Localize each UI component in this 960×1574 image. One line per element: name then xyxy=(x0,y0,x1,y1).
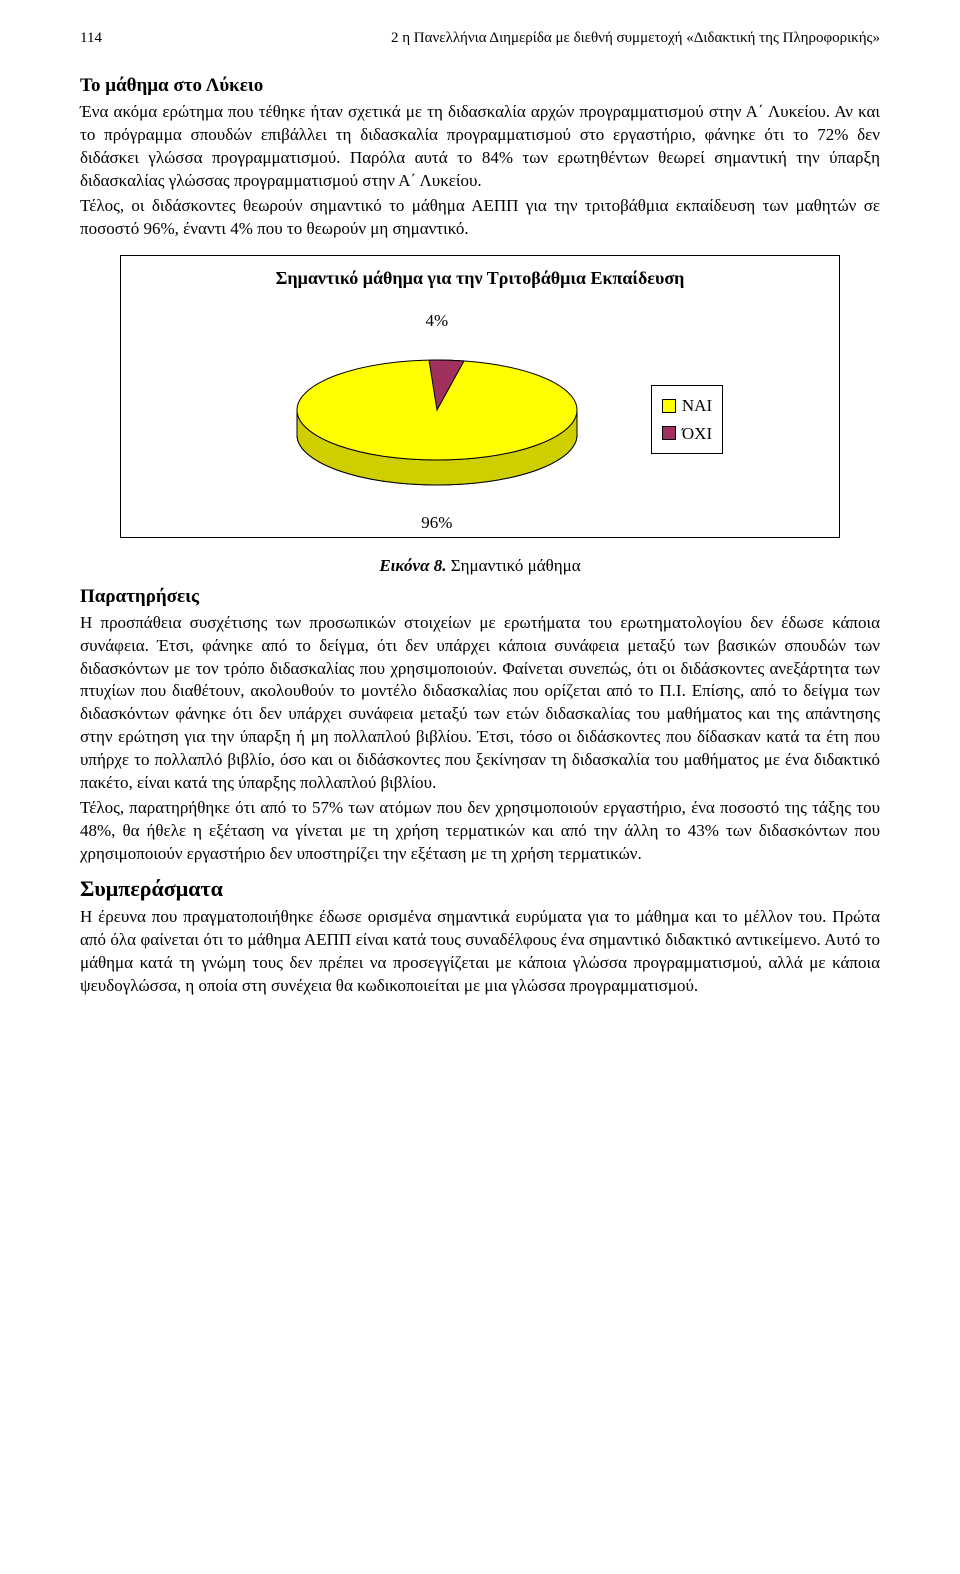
pie-label-top: 4% xyxy=(426,311,449,331)
chart-title: Σημαντικό μάθημα για την Τριτοβάθμια Εκπ… xyxy=(137,268,823,289)
legend-item-no: ΌΧΙ xyxy=(662,420,712,447)
figure-caption-prefix: Εικόνα 8. xyxy=(379,556,446,575)
body-paragraph: Τέλος, οι διδάσκοντες θεωρούν σημαντικό … xyxy=(80,195,880,241)
pie-chart-icon xyxy=(267,325,607,495)
swatch-no xyxy=(662,426,676,440)
page-number: 114 xyxy=(80,30,102,47)
swatch-yes xyxy=(662,399,676,413)
section-title-lykeio: Το μάθημα στο Λύκειο xyxy=(80,75,880,97)
section-title-observations: Παρατηρήσεις xyxy=(80,586,880,608)
body-paragraph: Ένα ακόμα ερώτημα που τέθηκε ήταν σχετικ… xyxy=(80,101,880,193)
running-title: 2 η Πανελλήνια Διημερίδα με διεθνή συμμε… xyxy=(391,30,880,47)
legend-label: ΌΧΙ xyxy=(682,420,712,447)
figure-caption-text: Σημαντικό μάθημα xyxy=(447,556,581,575)
pie-chart-container: Σημαντικό μάθημα για την Τριτοβάθμια Εκπ… xyxy=(120,255,840,538)
chart-body: 4% 96% ΝΑΙ ΌΧΙ xyxy=(137,315,823,525)
page-header: 114 2 η Πανελλήνια Διημερίδα με διεθνή σ… xyxy=(80,30,880,47)
section-title-conclusions: Συμπεράσματα xyxy=(80,876,880,902)
legend-label: ΝΑΙ xyxy=(682,392,712,419)
body-paragraph: Η έρευνα που πραγματοποιήθηκε έδωσε ορισ… xyxy=(80,906,880,998)
body-paragraph: Η προσπάθεια συσχέτισης των προσωπικών σ… xyxy=(80,612,880,796)
legend-item-yes: ΝΑΙ xyxy=(662,392,712,419)
chart-legend: ΝΑΙ ΌΧΙ xyxy=(651,385,723,453)
body-paragraph: Τέλος, παρατηρήθηκε ότι από το 57% των α… xyxy=(80,797,880,866)
figure-caption: Εικόνα 8. Σημαντικό μάθημα xyxy=(80,556,880,576)
pie-wrap: 4% 96% xyxy=(237,315,637,525)
pie-label-bottom: 96% xyxy=(421,513,452,533)
